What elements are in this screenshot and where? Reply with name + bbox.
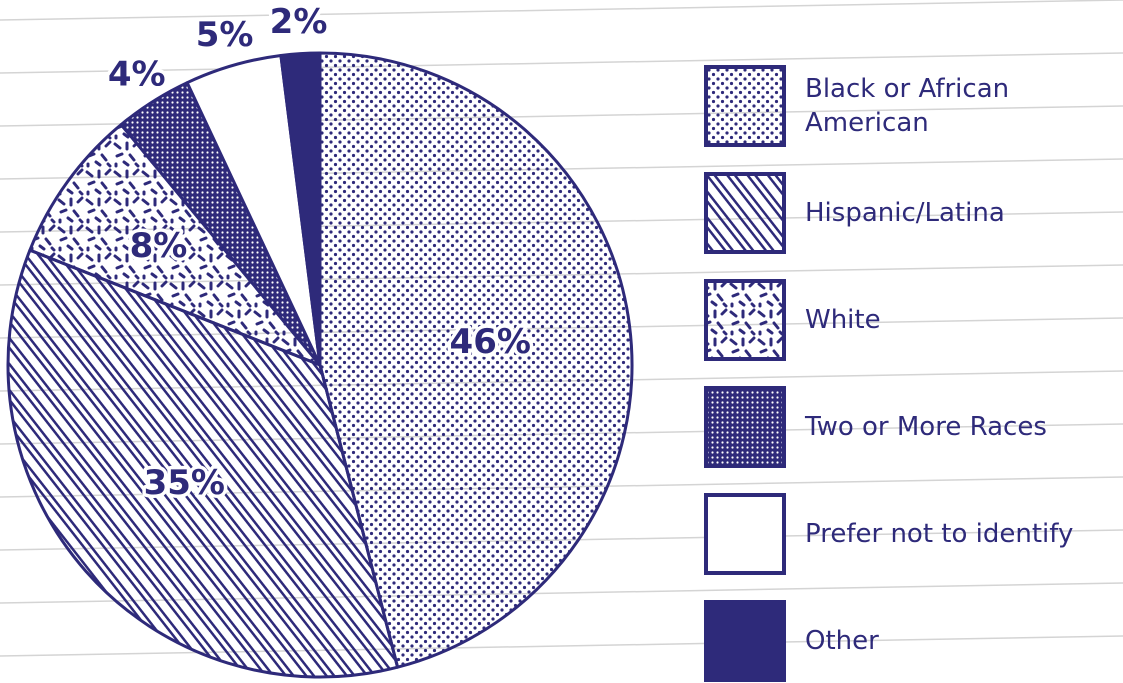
pie-slice bbox=[318, 51, 634, 669]
legend-label: White bbox=[805, 305, 881, 335]
data-label: 5% bbox=[196, 15, 254, 55]
legend-swatch bbox=[704, 279, 786, 361]
data-label: 4% bbox=[108, 55, 166, 95]
pie-slice bbox=[28, 123, 322, 367]
legend-label: Hispanic/Latina bbox=[805, 198, 1005, 228]
legend-label: Other bbox=[805, 626, 879, 656]
data-label: 8% bbox=[130, 226, 188, 266]
legend-swatch bbox=[704, 493, 786, 575]
legend-swatch bbox=[704, 600, 786, 682]
legend-label: Black or African American bbox=[805, 74, 1010, 138]
legend-label: Prefer not to identify bbox=[805, 519, 1074, 549]
pie-slice bbox=[279, 51, 322, 367]
legend-swatch bbox=[704, 386, 786, 468]
data-label: 35% bbox=[144, 463, 225, 503]
legend-swatch bbox=[704, 172, 786, 254]
legend-swatch bbox=[704, 65, 786, 147]
data-label: 46% bbox=[450, 322, 531, 362]
legend-label: Two or More Races bbox=[805, 412, 1047, 442]
data-label: 2% bbox=[270, 2, 328, 42]
pie-slice bbox=[6, 248, 400, 679]
